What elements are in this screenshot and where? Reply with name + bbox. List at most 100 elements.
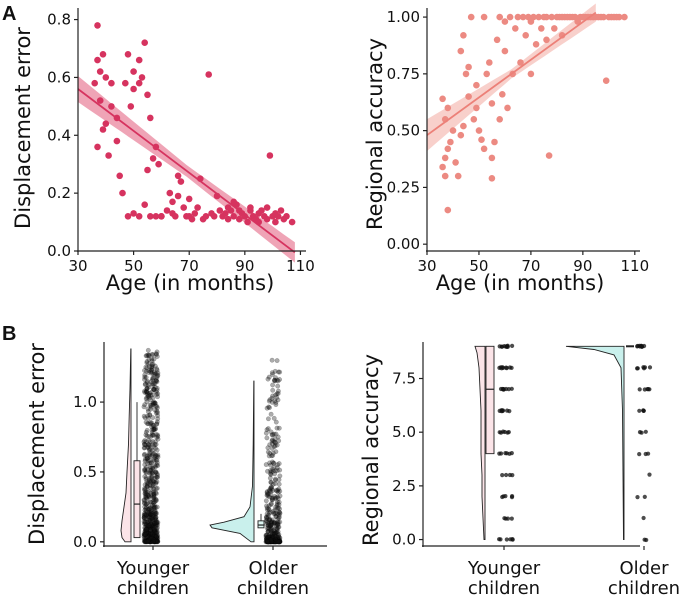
jitter-point (277, 519, 283, 525)
x-tick-label: 110 (620, 257, 649, 275)
jitter-point (155, 372, 161, 378)
jitter-point (264, 539, 270, 545)
data-point (519, 13, 527, 21)
jitter-point (148, 465, 154, 471)
jitter-point (153, 539, 159, 544)
jitter-point (509, 343, 515, 348)
jitter-point (153, 490, 159, 496)
jitter-point (264, 537, 270, 543)
jitter-point (147, 451, 152, 457)
jitter-point (143, 495, 149, 500)
jitter-point (142, 467, 148, 472)
jitter-point (263, 534, 269, 540)
jitter-point (144, 530, 149, 536)
jitter-point (150, 479, 156, 484)
jitter-point (151, 506, 157, 511)
jitter-point (271, 415, 277, 421)
jitter-point (145, 480, 151, 486)
x-tick-label: 70 (180, 257, 199, 275)
jitter-point (504, 537, 509, 542)
jitter-point (147, 539, 153, 545)
violin-older (209, 380, 255, 543)
jitter-point (153, 474, 159, 480)
jitter-point (150, 517, 156, 522)
jitter-point (268, 528, 274, 534)
jitter-point (264, 539, 270, 544)
jitter-point (275, 499, 280, 505)
data-point (210, 213, 218, 220)
y-tick-label: 0.5 (73, 463, 97, 481)
category-label: children (237, 578, 309, 597)
data-point (465, 93, 472, 100)
jitter-point (149, 430, 155, 435)
jitter-point (639, 344, 644, 349)
jitter-point (275, 539, 281, 544)
jitter-point (269, 517, 275, 523)
jitter-point (277, 539, 283, 545)
data-point (188, 215, 196, 223)
jitter-point (276, 539, 281, 545)
jitter-point (154, 535, 160, 541)
jitter-point (276, 461, 282, 466)
jitter-point (149, 507, 155, 512)
jitter-point (142, 487, 148, 493)
data-point (163, 207, 171, 214)
jitter-point (271, 444, 277, 450)
jitter-point (268, 519, 274, 524)
jitter-point (272, 471, 277, 477)
jitter-point (153, 525, 159, 531)
jitter-point (149, 537, 155, 543)
jitter-point (150, 402, 156, 408)
jitter-point (146, 493, 152, 498)
jitter-point (148, 479, 154, 485)
y-axis-title: Regional accuracy (363, 38, 387, 230)
jitter-point (265, 537, 271, 543)
jitter-point (273, 400, 279, 405)
jitter-point (154, 474, 160, 480)
data-point (543, 36, 550, 44)
jitter-point (151, 502, 157, 508)
jitter-point (277, 467, 283, 473)
jitter-point (274, 526, 280, 532)
jitter-point (276, 538, 282, 544)
data-point (491, 138, 498, 146)
jitter-point (155, 535, 161, 541)
jitter-point (264, 536, 269, 542)
jitter-point (146, 537, 152, 543)
jitter-point (151, 537, 157, 543)
jitter-point (148, 434, 154, 439)
jitter-point (142, 372, 148, 378)
jitter-point (274, 539, 280, 544)
jitter-point (142, 539, 148, 544)
raincloud-marks (120, 347, 283, 545)
jitter-point (142, 532, 148, 538)
jitter-point (144, 388, 149, 394)
jitter-point (146, 361, 152, 367)
jitter-point (152, 442, 158, 447)
jitter-point (149, 514, 154, 520)
jitter-point (268, 539, 274, 544)
data-point (127, 103, 135, 110)
jitter-point (270, 539, 276, 544)
data-point (102, 74, 110, 81)
jitter-point (269, 529, 275, 534)
data-point (130, 85, 137, 93)
data-point (263, 204, 271, 211)
jitter-point (276, 539, 282, 544)
jitter-point (145, 347, 151, 353)
jitter-point (144, 531, 150, 537)
jitter-point (272, 539, 278, 545)
data-point (116, 172, 123, 180)
jitter-point (144, 527, 150, 532)
jitter-point (154, 405, 160, 411)
jitter-point (144, 539, 150, 545)
jitter-point (147, 402, 153, 408)
data-point (135, 79, 143, 87)
jitter-point (144, 539, 150, 545)
jitter-point (267, 487, 272, 493)
jitter-point (153, 457, 159, 463)
jitter-point (142, 507, 148, 513)
jitter-point (155, 539, 161, 544)
jitter-point (151, 529, 157, 535)
jitter-point (272, 443, 278, 448)
